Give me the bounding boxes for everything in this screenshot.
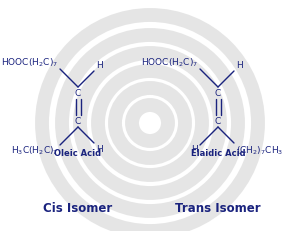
Text: HOOC(H$_2$C)$_7$: HOOC(H$_2$C)$_7$: [141, 57, 198, 69]
Text: C: C: [215, 116, 221, 125]
Text: Trans Isomer: Trans Isomer: [175, 203, 261, 216]
Text: Oleic Acid: Oleic Acid: [54, 149, 102, 158]
Text: H: H: [96, 145, 103, 154]
Text: HOOC(H$_2$C)$_7$: HOOC(H$_2$C)$_7$: [1, 57, 58, 69]
Text: H: H: [96, 61, 103, 70]
Text: Cis Isomer: Cis Isomer: [44, 203, 112, 216]
Text: C: C: [75, 88, 81, 97]
Text: (CH$_2$)$_7$CH$_3$: (CH$_2$)$_7$CH$_3$: [236, 145, 284, 157]
Text: C: C: [215, 88, 221, 97]
Text: Elaidic Acid: Elaidic Acid: [191, 149, 245, 158]
Text: H: H: [191, 145, 198, 154]
Text: H: H: [236, 61, 243, 70]
Text: C: C: [75, 116, 81, 125]
Text: H$_3$C(H$_2$C)$_7$: H$_3$C(H$_2$C)$_7$: [11, 145, 58, 157]
